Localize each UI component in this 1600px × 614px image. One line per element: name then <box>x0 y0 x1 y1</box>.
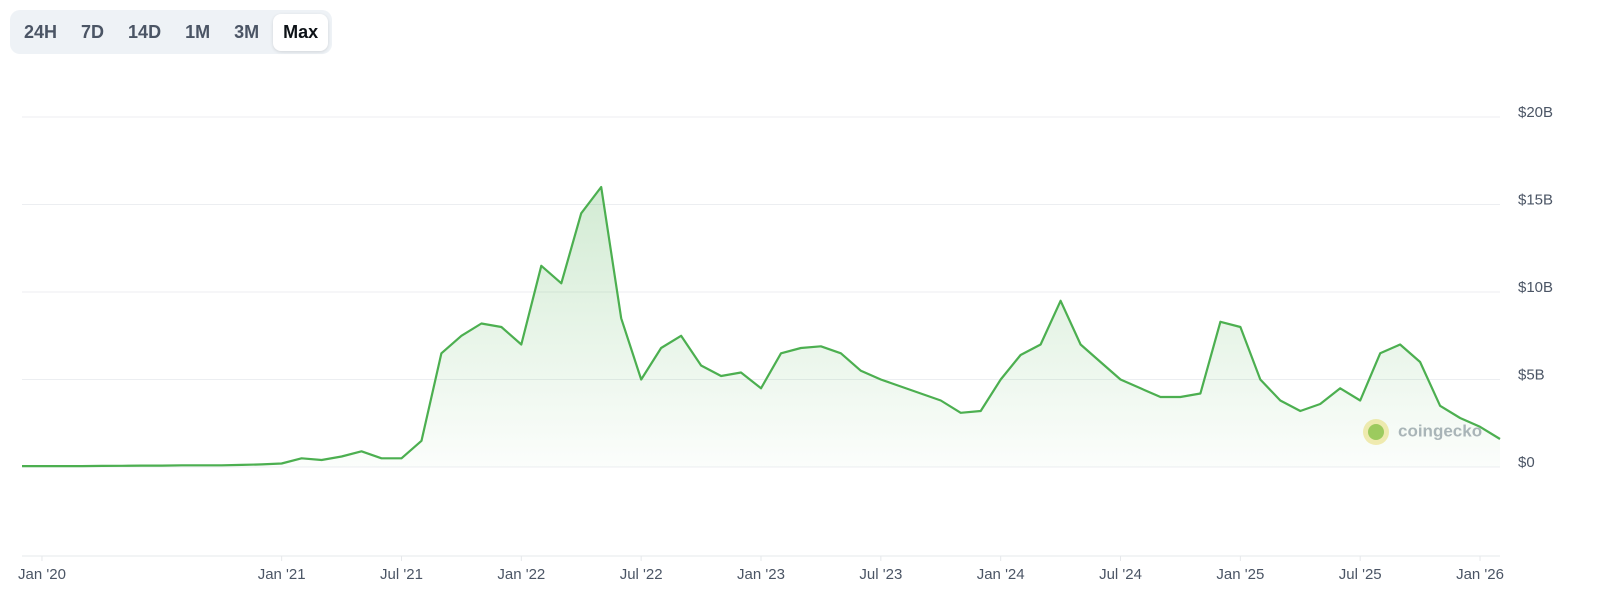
y-tick-label: $10B <box>1518 279 1553 296</box>
x-tick-label: Jul '25 <box>1339 566 1382 583</box>
x-tick-label: Jan '26 <box>1456 566 1504 583</box>
x-tick-label: Jul '24 <box>1099 566 1142 583</box>
y-tick-label: $0 <box>1518 454 1535 471</box>
line <box>22 185 1501 468</box>
y-tick-label: $5B <box>1518 366 1545 383</box>
range-tabs: 24H 7D 14D 1M 3M Max <box>10 10 333 54</box>
area <box>22 187 1500 467</box>
range-tab[interactable]: 14D <box>128 21 162 42</box>
x-tick-label: Jan '24 <box>977 566 1025 583</box>
x-tick-label: Jul '22 <box>620 566 663 583</box>
x-tick-label: Jan '20 <box>18 566 66 583</box>
x-tick-label: Jan '22 <box>497 566 545 583</box>
x-tick-label: Jan '21 <box>258 566 306 583</box>
range-tab[interactable]: 24H <box>24 21 58 42</box>
x-tick-label: Jul '23 <box>859 566 902 583</box>
range-tab[interactable]: 1M <box>185 21 211 42</box>
y-tick-label: $15B <box>1518 191 1553 208</box>
range-tab[interactable]: 3M <box>234 21 260 42</box>
range-tab[interactable]: Max <box>273 13 329 51</box>
range-tab[interactable]: 7D <box>81 21 105 42</box>
x-tick-label: Jul '21 <box>380 566 423 583</box>
y-tick-label: $20B <box>1518 104 1553 121</box>
x-tick-label: Jan '25 <box>1216 566 1264 583</box>
x-tick-label: Jan '23 <box>737 566 785 583</box>
